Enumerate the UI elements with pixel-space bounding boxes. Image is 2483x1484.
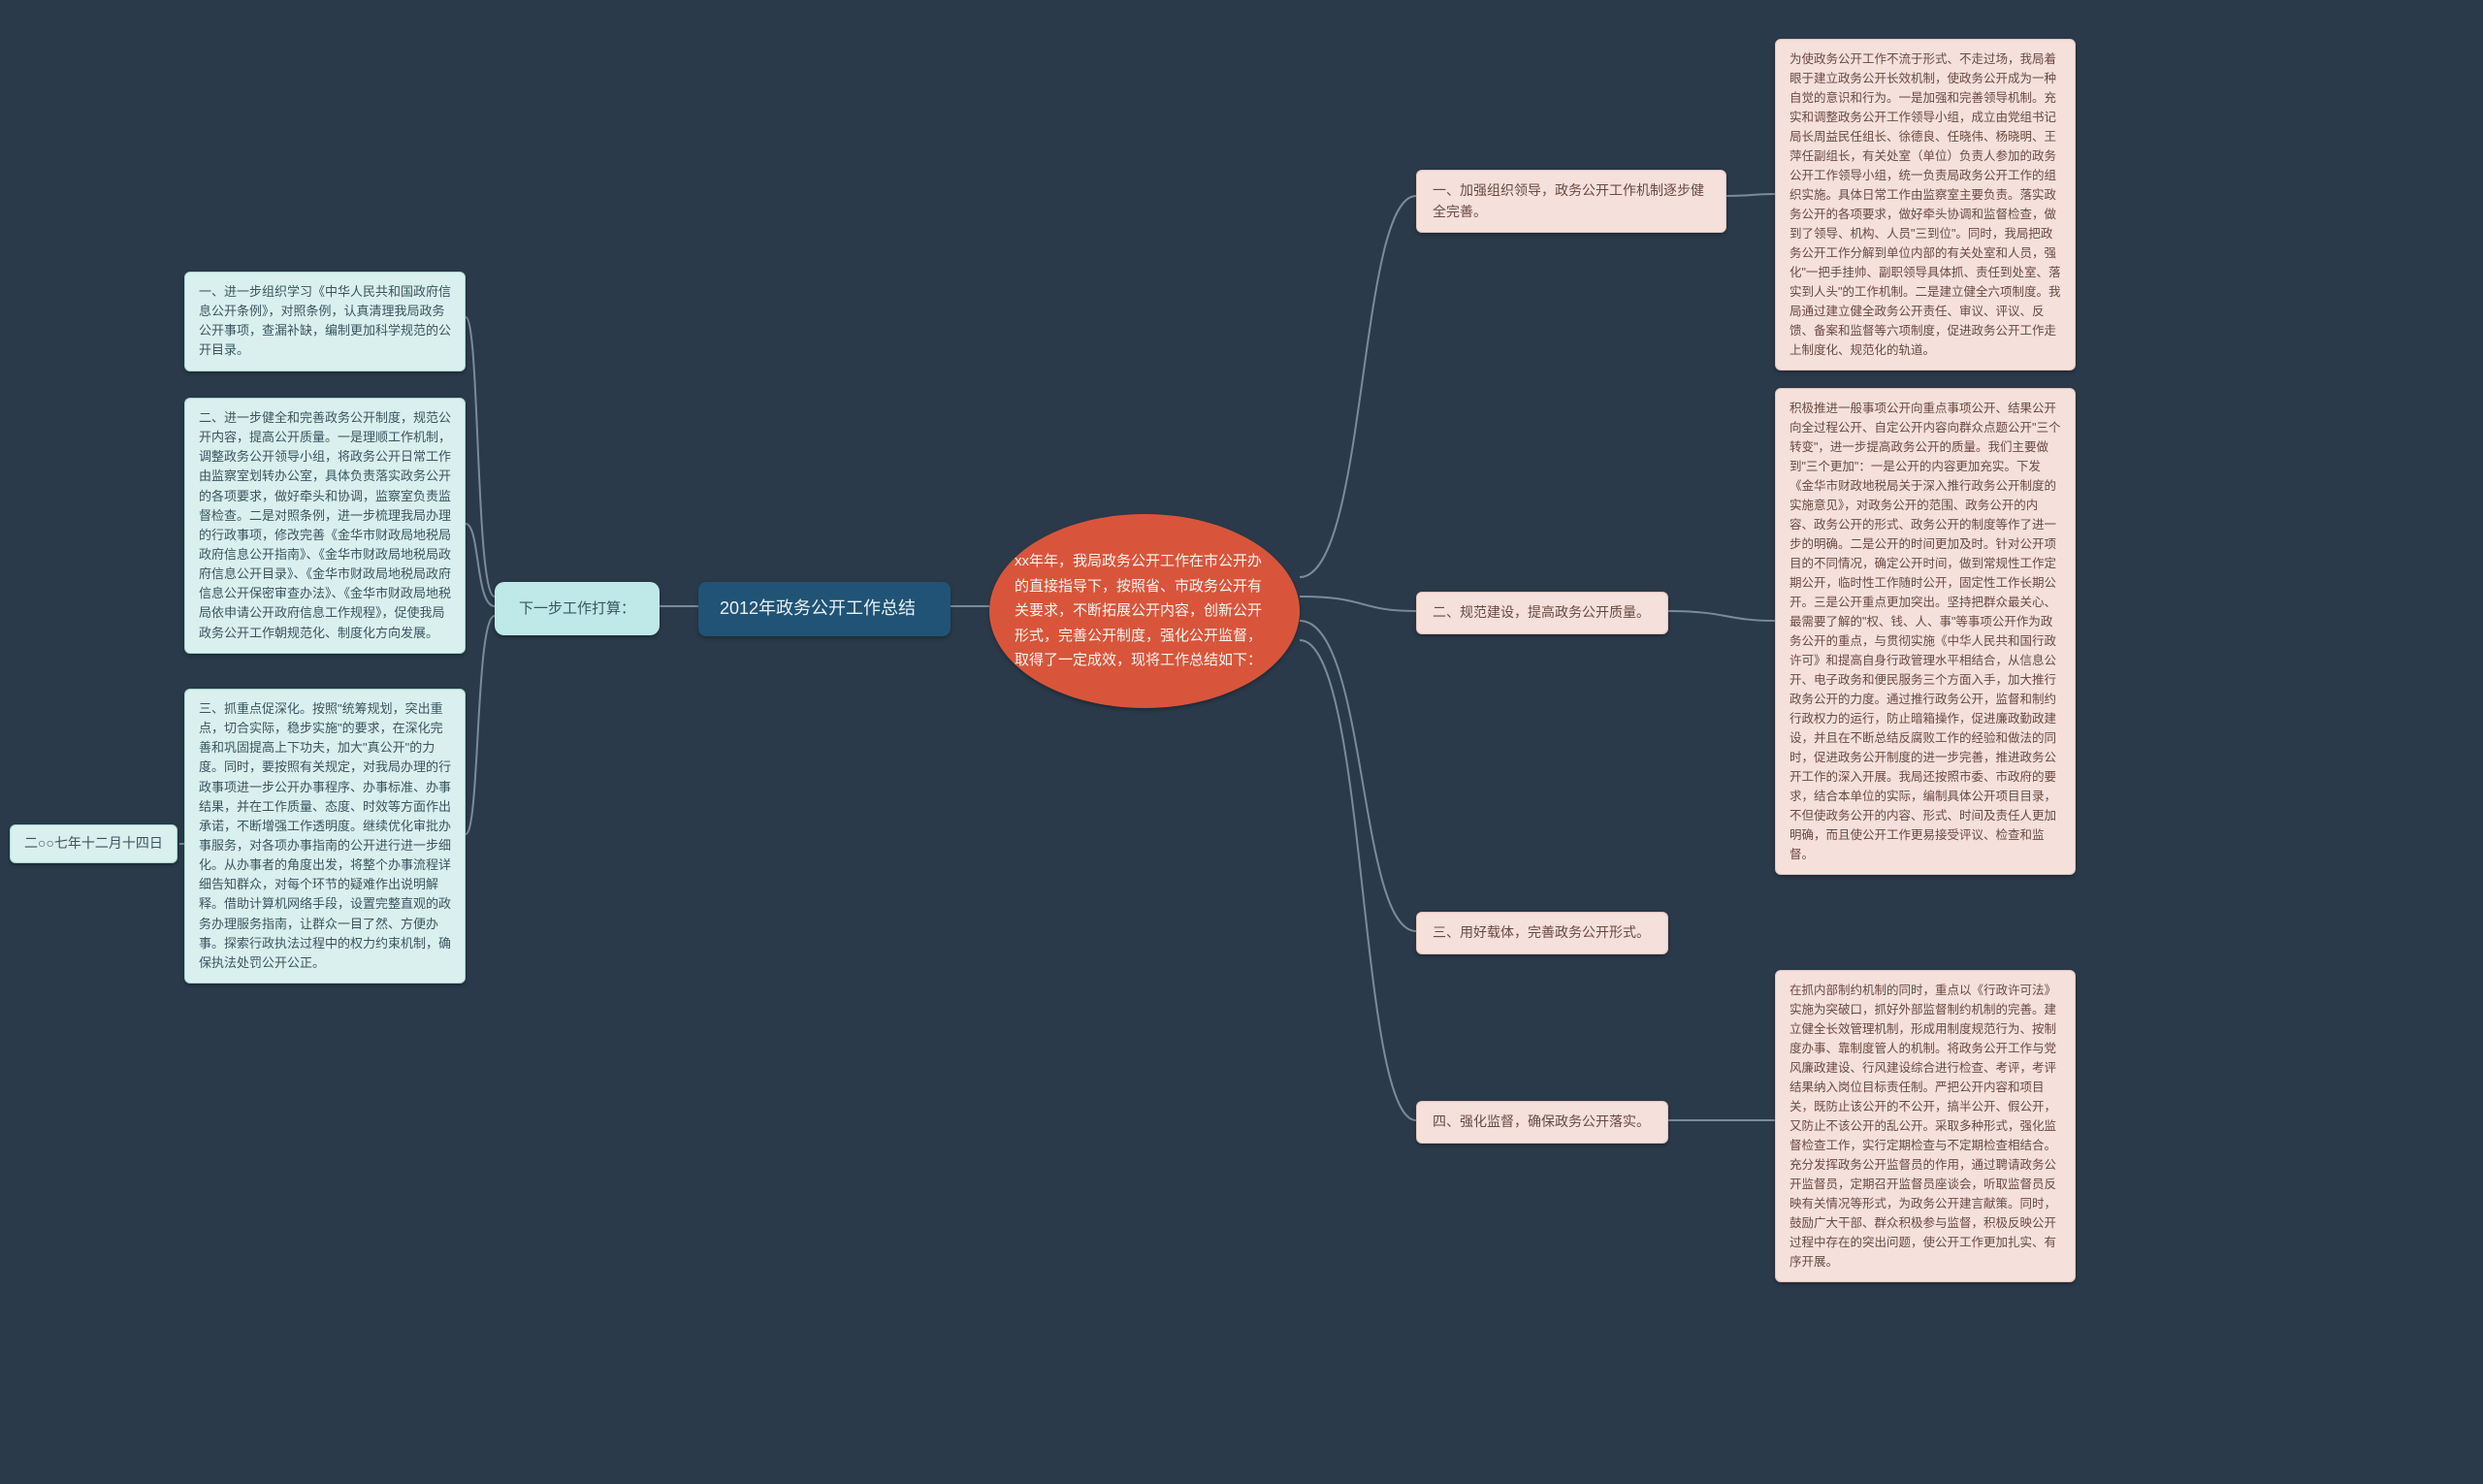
right-label-2[interactable]: 二、规范建设，提高政务公开质量。 (1416, 592, 1668, 634)
root-title: 2012年政务公开工作总结 (720, 598, 916, 618)
footer-date-text: 二○○七年十二月十四日 (24, 835, 163, 851)
left-box-2[interactable]: 二、进一步健全和完善政务公开制度，规范公开内容，提高公开质量。一是理顺工作机制，… (184, 398, 466, 654)
right-detail-2-text: 积极推进一般事项公开向重点事项公开、结果公开向全过程公开、自定公开内容向群众点题… (1790, 402, 2060, 861)
footer-date: 二○○七年十二月十四日 (10, 824, 177, 863)
right-label-1[interactable]: 一、加强组织领导，政务公开工作机制逐步健全完善。 (1416, 170, 1726, 233)
right-detail-4[interactable]: 在抓内部制约机制的同时，重点以《行政许可法》实施为突破口，抓好外部监督制约机制的… (1775, 970, 2076, 1282)
right-label-3-text: 三、用好载体，完善政务公开形式。 (1433, 924, 1650, 940)
left-box-1-text: 一、进一步组织学习《中华人民共和国政府信息公开条例》，对照条例，认真清理我局政务… (199, 284, 451, 357)
right-detail-4-text: 在抓内部制约机制的同时，重点以《行政许可法》实施为突破口，抓好外部监督制约机制的… (1790, 984, 2056, 1269)
left-box-3[interactable]: 三、抓重点促深化。按照"统筹规划，突出重点，切合实际，稳步实施"的要求，在深化完… (184, 689, 466, 984)
left-main-text: 下一步工作打算： (519, 600, 635, 617)
right-detail-1[interactable]: 为使政务公开工作不流于形式、不走过场，我局着眼于建立政务公开长效机制，使政务公开… (1775, 39, 2076, 371)
right-label-4[interactable]: 四、强化监督，确保政务公开落实。 (1416, 1101, 1668, 1144)
right-label-2-text: 二、规范建设，提高政务公开质量。 (1433, 604, 1650, 620)
right-detail-2[interactable]: 积极推进一般事项公开向重点事项公开、结果公开向全过程公开、自定公开内容向群众点题… (1775, 388, 2076, 875)
left-box-3-text: 三、抓重点促深化。按照"统筹规划，突出重点，切合实际，稳步实施"的要求，在深化完… (199, 701, 451, 970)
left-main-node[interactable]: 下一步工作打算： (495, 582, 660, 635)
root-node[interactable]: 2012年政务公开工作总结 (698, 582, 951, 636)
right-main-text: xx年年，我局政务公开工作在市公开办的直接指导下，按照省、市政务公开有关要求，不… (1015, 549, 1274, 673)
left-box-1[interactable]: 一、进一步组织学习《中华人民共和国政府信息公开条例》，对照条例，认真清理我局政务… (184, 272, 466, 371)
right-label-3[interactable]: 三、用好载体，完善政务公开形式。 (1416, 912, 1668, 954)
right-detail-1-text: 为使政务公开工作不流于形式、不走过场，我局着眼于建立政务公开长效机制，使政务公开… (1790, 52, 2060, 357)
right-main-node[interactable]: xx年年，我局政务公开工作在市公开办的直接指导下，按照省、市政务公开有关要求，不… (989, 514, 1300, 708)
left-box-2-text: 二、进一步健全和完善政务公开制度，规范公开内容，提高公开质量。一是理顺工作机制，… (199, 410, 451, 640)
right-label-4-text: 四、强化监督，确保政务公开落实。 (1433, 1113, 1650, 1129)
right-label-1-text: 一、加强组织领导，政务公开工作机制逐步健全完善。 (1433, 182, 1704, 219)
